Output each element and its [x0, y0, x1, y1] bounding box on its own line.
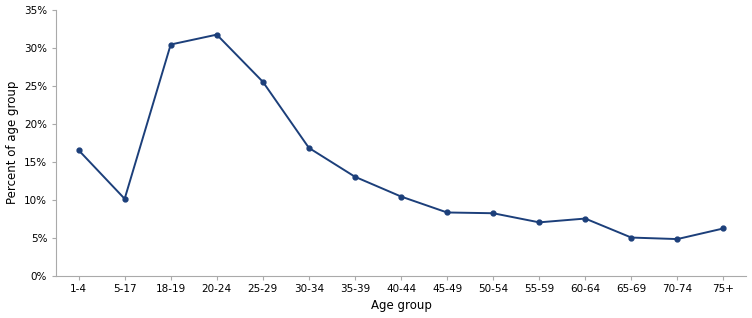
Y-axis label: Percent of age group: Percent of age group: [5, 81, 19, 204]
X-axis label: Age group: Age group: [371, 300, 432, 313]
